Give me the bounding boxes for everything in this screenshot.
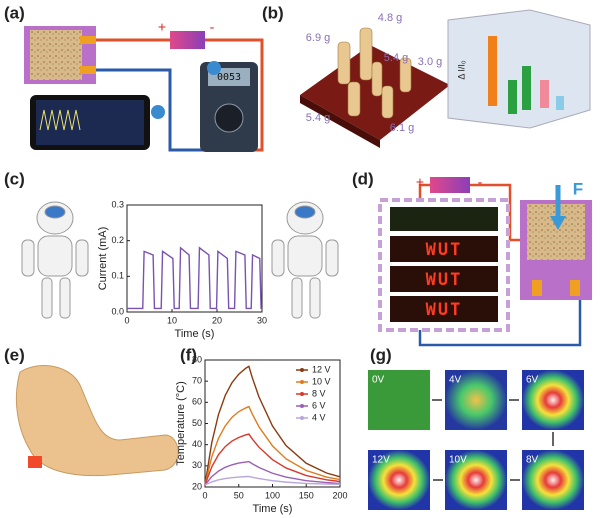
polarity: - <box>478 174 483 190</box>
axis-label: Δ I/I₀ <box>456 60 466 80</box>
x-tick-label: 0 <box>202 490 207 500</box>
y-tick-label: 0.3 <box>111 199 124 209</box>
y-tick-label: 60 <box>192 397 202 407</box>
weight-label: 4.8 g <box>378 12 402 24</box>
panel-b-illustration <box>300 9 591 148</box>
plot-frame <box>126 204 263 313</box>
x-axis-label: Time (s) <box>253 503 293 515</box>
arm-illustration <box>15 365 179 477</box>
thermal-images <box>368 370 584 510</box>
legend-marker <box>300 392 304 396</box>
x-axis-label: Time (s) <box>175 328 215 340</box>
weight-label: 5.4 g <box>306 112 330 124</box>
led-text: WUT <box>426 240 463 260</box>
y-tick-label: 20 <box>192 481 202 491</box>
voltage-label: 8V <box>526 455 539 466</box>
x-tick-label: 0 <box>124 315 129 325</box>
x-tick-label: 10 <box>167 315 177 325</box>
legend-label: 12 V <box>312 364 331 374</box>
y-axis-label: Temperature (°C) <box>175 381 187 465</box>
data-line <box>204 365 341 485</box>
led-text: WUT <box>426 270 463 290</box>
panel-label: (e) <box>4 345 25 364</box>
led-text: WUT <box>426 300 463 320</box>
y-tick-label: 0.0 <box>111 306 124 316</box>
legend-label: 6 V <box>312 400 326 410</box>
y-tick-label: 80 <box>192 354 202 364</box>
data-line <box>204 460 341 486</box>
weight-label: 3.0 g <box>418 56 442 68</box>
panel-label: (g) <box>370 345 392 364</box>
panel-label: (c) <box>4 169 25 188</box>
y-tick-label: 30 <box>192 460 202 470</box>
weight-label: 6.1 g <box>390 122 414 134</box>
legend-label: 8 V <box>312 388 326 398</box>
legend-label: 4 V <box>312 412 326 422</box>
weight-label: 5.4 g <box>384 52 408 64</box>
x-tick-label: 20 <box>212 315 222 325</box>
voltage-label: 6V <box>526 375 539 386</box>
polarity: + <box>158 19 166 35</box>
voltage-label: 10V <box>449 455 467 466</box>
panel-label: (f) <box>180 345 197 364</box>
polarity: - <box>210 19 215 35</box>
data-line <box>204 475 341 486</box>
y-tick-label: 0.1 <box>111 271 124 281</box>
force-label: F <box>573 179 583 198</box>
panel-d-illustration <box>378 177 592 347</box>
data-line <box>204 433 341 486</box>
meter-reading: 0053 <box>217 72 241 83</box>
x-tick-label: 30 <box>257 315 267 325</box>
voltage-label: 12V <box>372 455 390 466</box>
x-tick-label: 200 <box>332 490 347 500</box>
y-tick-label: 70 <box>192 376 202 386</box>
x-tick-label: 100 <box>265 490 280 500</box>
robot-illustration <box>21 201 339 319</box>
data-line <box>127 246 262 310</box>
panel-label: (a) <box>4 3 25 22</box>
y-tick-label: 50 <box>192 418 202 428</box>
x-tick-label: 50 <box>234 490 244 500</box>
legend-marker <box>300 380 304 384</box>
panel-label: (b) <box>262 3 284 22</box>
legend-marker <box>300 404 304 408</box>
voltage-label: 4V <box>449 375 462 386</box>
y-tick-label: 0.2 <box>111 235 124 245</box>
x-tick-label: 150 <box>299 490 314 500</box>
legend-marker <box>300 416 304 420</box>
legend-marker <box>300 368 304 372</box>
weight-label: 6.9 g <box>306 32 330 44</box>
polarity: + <box>416 174 424 190</box>
y-tick-label: 40 <box>192 439 202 449</box>
y-axis-label: Current (mA) <box>97 227 109 291</box>
panel-a-illustration <box>24 26 264 152</box>
data-line <box>204 405 341 486</box>
legend-label: 10 V <box>312 376 331 386</box>
voltage-label: 0V <box>372 375 385 386</box>
panel-label: (d) <box>352 169 374 188</box>
